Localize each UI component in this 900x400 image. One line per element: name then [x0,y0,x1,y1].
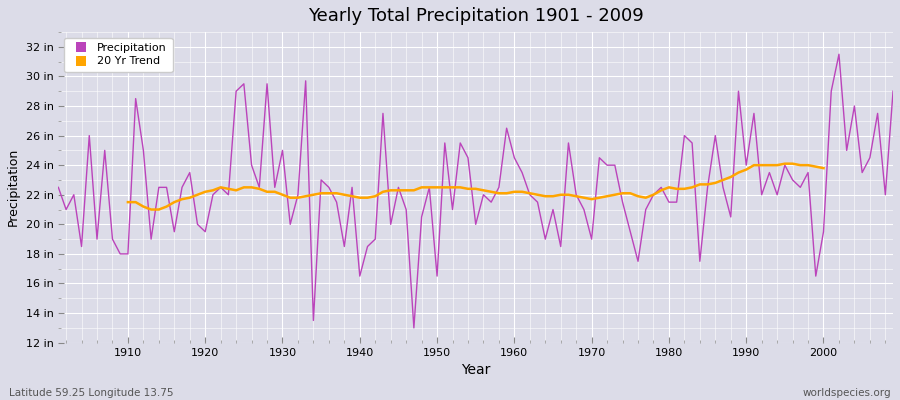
X-axis label: Year: Year [461,363,491,377]
Legend: Precipitation, 20 Yr Trend: Precipitation, 20 Yr Trend [64,38,173,72]
Text: worldspecies.org: worldspecies.org [803,388,891,398]
Text: Latitude 59.25 Longitude 13.75: Latitude 59.25 Longitude 13.75 [9,388,174,398]
Y-axis label: Precipitation: Precipitation [7,148,20,226]
Title: Yearly Total Precipitation 1901 - 2009: Yearly Total Precipitation 1901 - 2009 [308,7,644,25]
